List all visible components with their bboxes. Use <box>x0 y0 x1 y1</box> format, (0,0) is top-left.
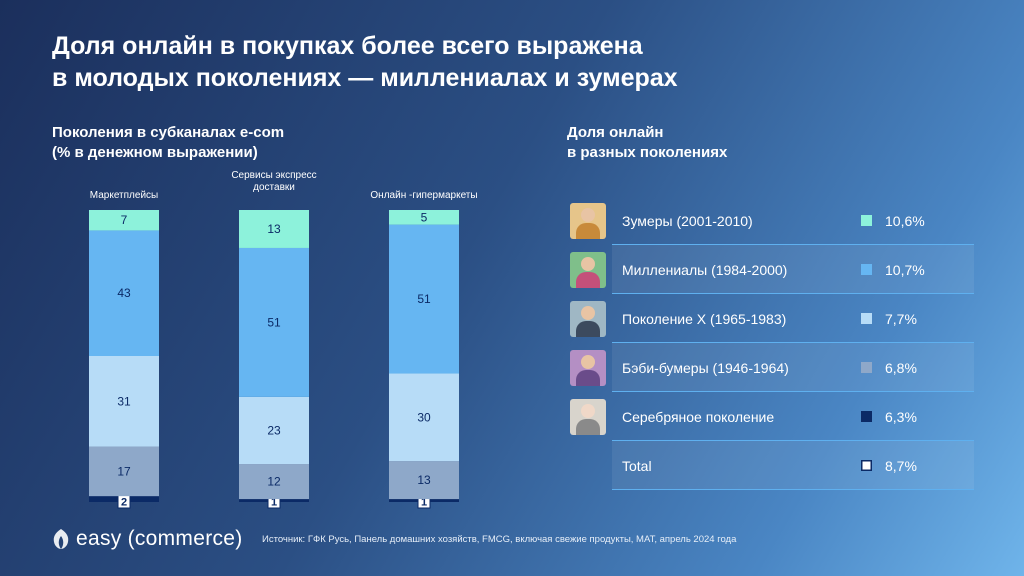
data-label: 43 <box>117 286 131 300</box>
bar-segment-zoomers <box>239 210 309 248</box>
category-label: Маркетплейсы <box>90 190 158 201</box>
bar-segment-millennials <box>89 230 159 356</box>
millennial-photo-icon <box>570 252 606 288</box>
generation-row-boomers: Бэби-бумеры (1946-1964) 6,8% <box>570 343 974 392</box>
bar-segment-genx <box>389 373 459 462</box>
data-label: 13 <box>417 473 431 487</box>
source-note: Источник: ГФК Русь, Панель домашних хозя… <box>262 534 737 545</box>
data-label: 1 <box>271 497 277 509</box>
data-label: 1 <box>421 497 427 509</box>
bar-segment-genx <box>239 396 309 465</box>
generation-value: 6,3% <box>885 408 917 425</box>
table-subtitle-line-2: в разных поколениях <box>567 144 728 161</box>
category-label: Онлайн -гипермаркеты <box>370 190 477 201</box>
bar-segment-boomers <box>89 446 159 497</box>
generation-row-genx: Поколение X (1965-1983) 7,7% <box>570 294 974 343</box>
generation-label: Поколение X (1965-1983) <box>622 310 787 327</box>
legend-swatch <box>861 264 872 275</box>
page-title: Доля онлайн в покупках более всего выраж… <box>52 30 852 94</box>
title-line-1: Доля онлайн в покупках более всего выраж… <box>52 32 643 60</box>
legend-swatch <box>861 215 872 226</box>
generation-table: Зумеры (2001-2010) 10,6% Миллениалы (198… <box>570 196 974 490</box>
generation-value: 10,7% <box>885 261 925 278</box>
silver-photo-icon <box>570 399 606 435</box>
chart-subtitle: Поколения в субканалах e-com (% в денежн… <box>52 123 284 163</box>
generation-label: Бэби-бумеры (1946-1964) <box>622 359 789 376</box>
stacked-bar-chart: Маркетплейсы 2 17 31 43 7 Сервисы экспресс дост… <box>89 170 478 509</box>
legend-swatch <box>861 313 872 324</box>
zoomer-photo-icon <box>570 203 606 239</box>
legend-swatch <box>861 411 872 422</box>
logo-text-commerce: (commerce) <box>127 527 243 550</box>
table-subtitle: Доля онлайн в разных поколениях <box>567 123 727 163</box>
bar-segment-millennials <box>389 224 459 374</box>
bar-segment-zoomers <box>389 210 459 225</box>
easy-commerce-logo: easy (commerce) <box>52 526 243 552</box>
data-label: 30 <box>417 410 431 424</box>
bar-segment-zoomers <box>89 210 159 231</box>
table-subtitle-line-1: Доля онлайн <box>567 124 664 141</box>
data-label: 17 <box>117 464 131 478</box>
generation-row-zoomers: Зумеры (2001-2010) 10,6% <box>570 196 974 245</box>
data-label: 51 <box>417 292 431 306</box>
boomer-photo-icon <box>570 350 606 386</box>
legend-swatch <box>861 460 872 471</box>
bar-segment-boomers <box>239 464 309 500</box>
generation-value: 10,6% <box>885 212 925 229</box>
data-label: 2 <box>121 497 127 509</box>
chart-subtitle-line-2: (% в денежном выражении) <box>52 144 258 161</box>
generation-label: Зумеры (2001-2010) <box>622 212 753 229</box>
category-label: Сервисы экспресс доставки <box>231 170 316 193</box>
bar-segment-genx <box>89 356 159 447</box>
legend-swatch <box>861 362 872 373</box>
generation-label: Total <box>622 457 652 474</box>
generation-value: 7,7% <box>885 310 917 327</box>
generation-value: 6,8% <box>885 359 917 376</box>
data-label: 12 <box>267 475 281 489</box>
bar-segment-millennials <box>239 247 309 397</box>
data-label: 13 <box>267 222 281 236</box>
title-line-2: в молодых поколениях — миллениалах и зум… <box>52 64 678 92</box>
data-label: 5 <box>421 210 428 224</box>
genx-photo-icon <box>570 301 606 337</box>
data-label: 51 <box>267 315 281 329</box>
data-label: 23 <box>267 423 281 437</box>
generation-value: 8,7% <box>885 457 917 474</box>
generation-row-millennials: Миллениалы (1984-2000) 10,7% <box>570 245 974 294</box>
logo-text-easy: easy <box>76 527 122 550</box>
chart-subtitle-line-1: Поколения в субканалах e-com <box>52 124 285 141</box>
generation-row-silver: Серебряное поколение 6,3% <box>570 392 974 441</box>
generation-label: Серебряное поколение <box>622 408 775 425</box>
generation-row-total: Total 8,7% <box>612 441 974 490</box>
data-label: 7 <box>121 213 128 227</box>
generation-label: Миллениалы (1984-2000) <box>622 261 788 278</box>
bar-segment-boomers <box>389 461 459 500</box>
data-label: 31 <box>117 394 131 408</box>
logo-mark-icon <box>53 529 69 549</box>
